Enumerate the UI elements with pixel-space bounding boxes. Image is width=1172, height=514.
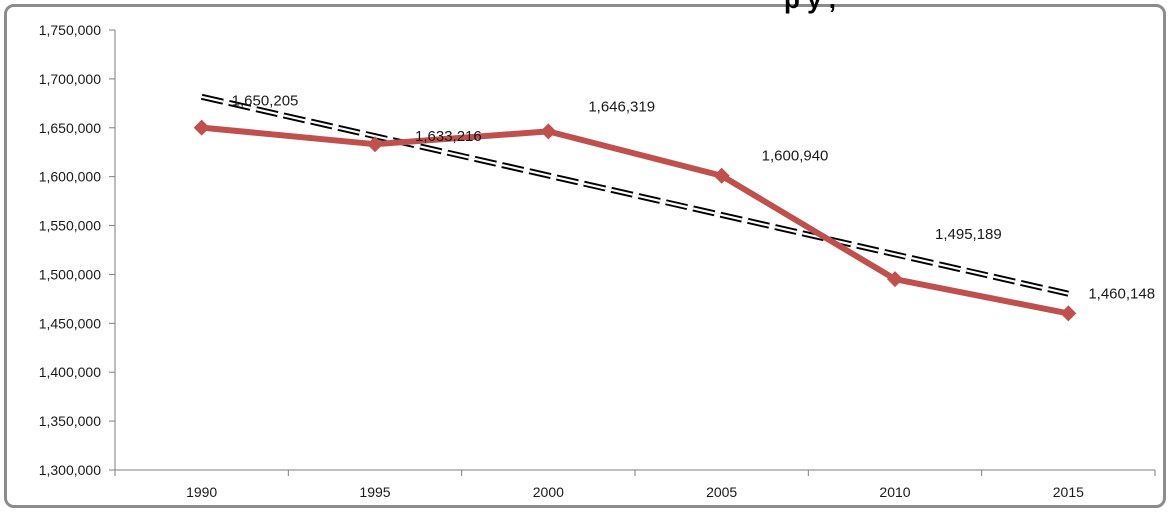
y-tick-label: 1,450,000 (39, 315, 101, 331)
x-tick-label: 1995 (359, 484, 390, 500)
x-tick-label: 2005 (706, 484, 737, 500)
x-tick-label: 2000 (533, 484, 564, 500)
chart-title: p y , (784, 0, 836, 14)
data-label: 1,600,940 (762, 148, 829, 165)
y-tick-label: 1,300,000 (39, 462, 101, 478)
data-point-marker (540, 123, 557, 140)
data-point-marker (367, 136, 383, 153)
chart-frame (4, 4, 1166, 508)
data-label: 1,646,319 (588, 98, 655, 115)
y-tick-label: 1,750,000 (39, 22, 101, 38)
x-tick-label: 2015 (1053, 484, 1084, 500)
series-line (198, 124, 1072, 317)
y-tick-label: 1,600,000 (39, 169, 101, 185)
trendline-inner (201, 95, 1069, 295)
y-tick-label: 1,400,000 (39, 364, 101, 380)
x-tick-label: 2010 (879, 484, 910, 500)
data-label: 1,460,148 (1088, 285, 1155, 302)
y-tick-label: 1,500,000 (39, 266, 101, 282)
data-point-marker (193, 119, 210, 136)
data-label: 1,495,189 (935, 226, 1002, 243)
data-point-marker (713, 167, 730, 184)
data-point-marker (1060, 305, 1077, 322)
y-tick-label: 1,700,000 (39, 71, 101, 87)
data-label: 1,650,205 (232, 93, 299, 110)
y-tick-label: 1,650,000 (39, 120, 101, 136)
y-tick-label: 1,350,000 (39, 413, 101, 429)
data-label: 1,633,216 (415, 128, 482, 145)
y-tick-label: 1,550,000 (39, 218, 101, 234)
x-tick-label: 1990 (186, 484, 217, 500)
data-point-marker (887, 271, 903, 288)
